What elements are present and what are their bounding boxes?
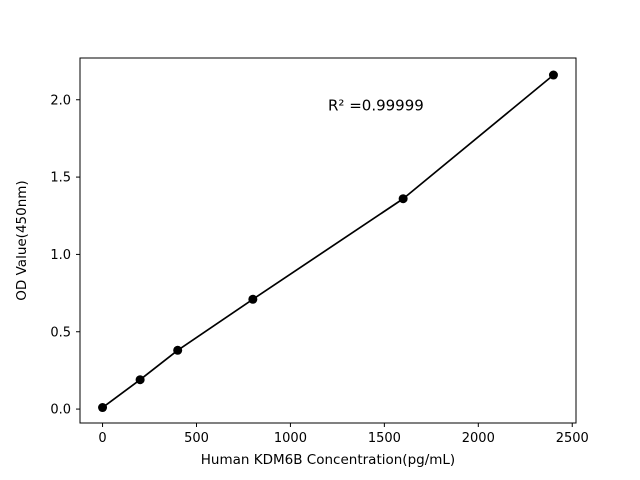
data-point <box>173 345 183 355</box>
data-point <box>548 70 558 80</box>
x-axis-label: Human KDM6B Concentration(pg/mL) <box>201 452 455 468</box>
x-tick-label: 2000 <box>462 431 495 446</box>
y-tick-label: 0.5 <box>50 325 71 340</box>
x-tick-label: 0 <box>98 431 106 446</box>
data-point <box>248 294 258 304</box>
data-point <box>98 403 108 413</box>
fit-line <box>101 74 555 409</box>
x-tick-label: 500 <box>184 431 209 446</box>
x-tick-label: 2500 <box>556 431 589 446</box>
y-tick-label: 1.5 <box>50 171 71 186</box>
data-point <box>135 375 145 385</box>
y-tick-label: 0.0 <box>50 403 71 418</box>
y-axis-label: OD Value(450nm) <box>14 180 30 300</box>
x-tick-label: 1500 <box>368 431 401 446</box>
x-tick-label: 1000 <box>274 431 307 446</box>
r-squared-annotation: R² =0.99999 <box>328 97 424 115</box>
y-tick-label: 2.0 <box>50 93 71 108</box>
y-tick-label: 1.0 <box>50 248 71 263</box>
data-point <box>398 194 408 204</box>
axes-frame <box>79 57 577 424</box>
